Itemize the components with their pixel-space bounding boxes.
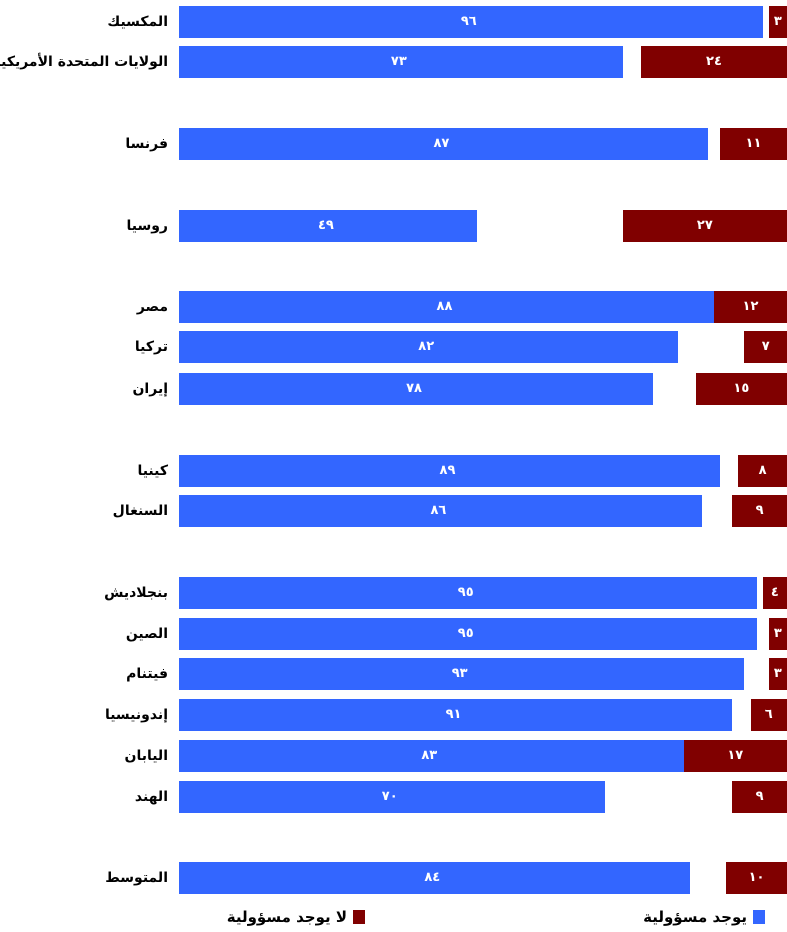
value-label-no: ٣	[773, 14, 782, 29]
value-label-yes: ٧٠	[381, 789, 398, 804]
bar-no	[714, 291, 787, 323]
legend-item-yes: يوجد مسؤولية	[643, 908, 765, 926]
value-label-yes: ٧٨	[406, 381, 422, 396]
bar-no	[768, 6, 787, 38]
legend-swatch-yes	[753, 910, 765, 924]
bar-yes	[179, 373, 654, 405]
value-label-yes: ٧٣	[390, 54, 407, 69]
bar-yes	[179, 291, 715, 323]
legend-item-no: لا يوجد مسؤولية	[227, 908, 365, 926]
country-label: المكسيك	[107, 14, 168, 30]
country-label: تركيا	[134, 339, 168, 355]
country-label: المتوسط	[105, 870, 168, 886]
legend-label-yes: يوجد مسؤولية	[643, 908, 747, 926]
country-label: مصر	[136, 299, 168, 315]
bar-yes	[179, 699, 733, 731]
value-label-no: ٣	[773, 666, 782, 681]
bar-yes	[179, 46, 623, 78]
bar-yes	[179, 781, 605, 813]
value-label-yes: ٤٩	[317, 218, 334, 233]
bar-yes	[179, 455, 721, 487]
bar-yes	[179, 618, 757, 650]
value-label-no: ١٧	[727, 748, 744, 763]
country-label: السنغال	[112, 503, 168, 519]
country-label: الصين	[125, 626, 168, 642]
bar-yes	[179, 658, 745, 690]
value-label-yes: ٩١	[445, 707, 462, 722]
value-label-no: ٩	[755, 789, 764, 804]
value-label-yes: ٨٨	[436, 299, 453, 314]
value-label-yes: ٨٤	[424, 870, 441, 885]
value-label-no: ١١	[745, 136, 762, 151]
bar-yes	[179, 331, 678, 363]
bar-yes	[179, 128, 708, 160]
bar-no	[641, 46, 787, 78]
country-label: بنجلاديش	[104, 585, 168, 601]
value-label-yes: ٨٦	[430, 503, 447, 518]
bar-no	[622, 210, 787, 242]
value-label-yes: ٩٥	[457, 585, 474, 600]
value-label-yes: ٨٧	[433, 136, 450, 151]
country-label: روسيا	[126, 218, 168, 234]
bar-yes	[179, 210, 477, 242]
country-label: الهند	[134, 789, 168, 805]
value-label-no: ٤	[770, 585, 779, 600]
bar-no	[738, 455, 787, 487]
legend-label-no: لا يوجد مسؤولية	[226, 908, 347, 926]
bar-yes	[179, 740, 684, 772]
value-label-no: ٧	[761, 339, 770, 354]
bar-no	[726, 862, 787, 894]
value-label-yes: ٨٣	[421, 748, 438, 763]
country-label: اليابان	[124, 748, 169, 764]
bar-yes	[179, 495, 702, 527]
value-label-no: ٩	[755, 503, 764, 518]
bar-no	[762, 577, 787, 609]
bar-no	[750, 699, 787, 731]
value-label-no: ٨	[758, 463, 767, 478]
bar-no	[695, 373, 787, 405]
bar-no	[683, 740, 787, 772]
bar-no	[768, 618, 787, 650]
value-label-no: ١٥	[733, 381, 750, 396]
value-label-yes: ٨٢	[418, 339, 435, 354]
bar-no	[744, 331, 787, 363]
bar-no	[732, 781, 787, 813]
legend-swatch-no	[353, 910, 365, 924]
country-label: فيتنام	[126, 666, 168, 682]
value-label-yes: ٩٥	[457, 626, 474, 641]
value-label-yes: ٩٣	[451, 666, 468, 681]
value-label-no: ١٢	[742, 299, 759, 314]
country-label: فرنسا	[125, 136, 168, 152]
value-label-yes: ٩٦	[460, 14, 477, 29]
value-label-no: ١٠	[748, 870, 765, 885]
bar-yes	[179, 577, 757, 609]
bar-yes	[179, 862, 690, 894]
value-label-yes: ٨٩	[439, 463, 456, 478]
bar-no	[720, 128, 787, 160]
country-label: الولايات المتحدة الأمريكية	[0, 54, 168, 70]
value-label-no: ٣	[773, 626, 782, 641]
country-label: إيران	[132, 381, 168, 397]
value-label-no: ٦	[764, 707, 773, 722]
bar-no	[768, 658, 787, 690]
bar-no	[732, 495, 787, 527]
value-label-no: ٢٧	[696, 218, 713, 233]
country-label: إندونيسيا	[104, 707, 168, 723]
country-label: كينيا	[137, 463, 168, 479]
bar-yes	[179, 6, 763, 38]
value-label-no: ٢٤	[706, 54, 722, 69]
